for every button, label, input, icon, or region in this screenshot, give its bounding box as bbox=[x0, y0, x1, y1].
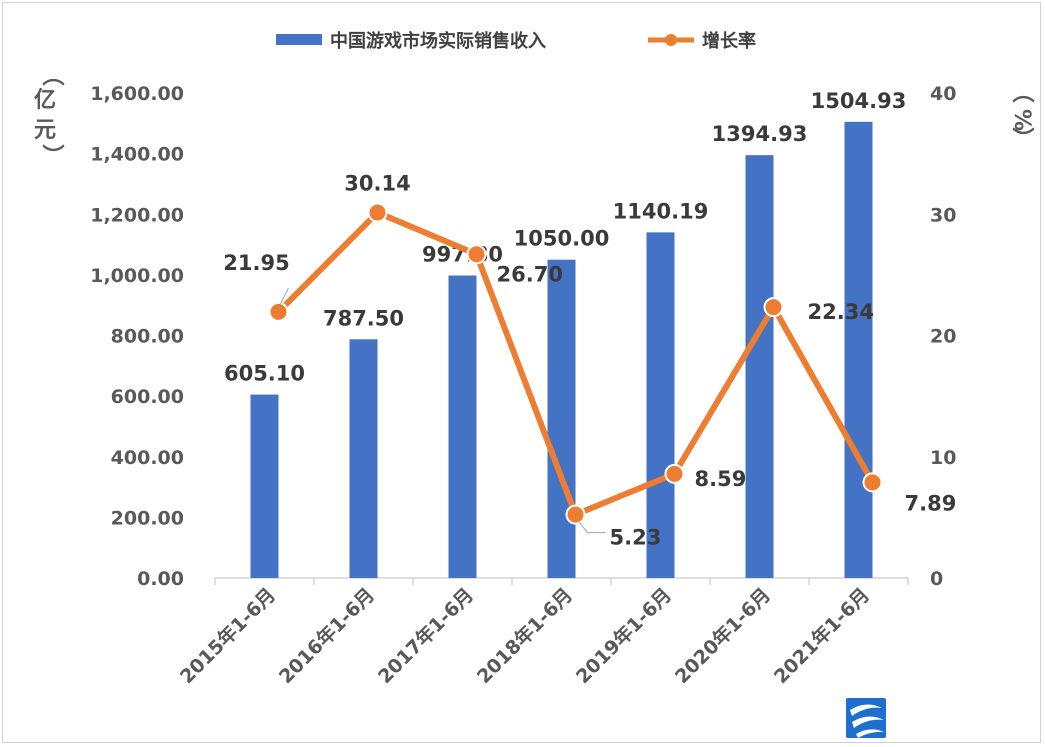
growth-rate-point bbox=[862, 472, 883, 493]
x-axis-category-label: 2016年1-6月 bbox=[274, 583, 379, 688]
bar-data-label: 1504.93 bbox=[811, 89, 907, 113]
data-label-leader-line bbox=[280, 287, 289, 305]
right-axis-tick-label: 10 bbox=[930, 447, 956, 469]
left-axis-tick-label: 400.00 bbox=[111, 447, 184, 469]
left-axis-tick-label: 200.00 bbox=[111, 507, 184, 529]
left-axis-title-char: 亿 bbox=[34, 88, 56, 113]
left-axis-tick-label: 600.00 bbox=[111, 386, 184, 408]
bar bbox=[547, 259, 576, 578]
plot-area: 0.00 200.00 400.00 600.00 800.00 1,000.00 1,20… bbox=[90, 83, 956, 688]
bar-data-label: 1050.00 bbox=[514, 227, 610, 251]
left-axis-title-char: 元 bbox=[34, 118, 56, 143]
left-axis-tick-label: 800.00 bbox=[111, 326, 184, 348]
bar bbox=[250, 394, 279, 578]
left-axis-title-char: （ bbox=[39, 64, 64, 86]
bar-data-label: 605.10 bbox=[224, 362, 305, 386]
right-axis-tick-label: 40 bbox=[930, 83, 956, 105]
x-axis-category-label: 2017年1-6月 bbox=[373, 583, 478, 688]
legend-line-marker bbox=[665, 34, 677, 46]
right-axis-title-char: ） bbox=[1009, 127, 1034, 149]
right-axis-title-char: （ bbox=[1009, 81, 1034, 103]
left-axis-tick-label: 1,400.00 bbox=[90, 144, 184, 166]
bar-data-label: 1394.93 bbox=[712, 122, 808, 146]
legend-bar-swatch bbox=[276, 34, 322, 45]
left-axis-tick-label: 0.00 bbox=[137, 568, 184, 590]
x-axis-category-label: 2021年1-6月 bbox=[769, 583, 874, 688]
bar bbox=[844, 121, 873, 579]
x-axis-category-label: 2015年1-6月 bbox=[175, 583, 280, 688]
growth-rate-data-label: 7.89 bbox=[905, 491, 957, 515]
logo-swoosh bbox=[856, 729, 884, 738]
growth-rate-data-label: 22.34 bbox=[808, 300, 874, 324]
left-axis-title-char: ） bbox=[39, 144, 64, 166]
right-axis-title-char: % bbox=[1009, 109, 1034, 131]
left-axis-title: （ 亿 元 ） bbox=[34, 64, 64, 166]
right-axis-title: （ % ） bbox=[1009, 81, 1034, 149]
right-axis-tick-label: 0 bbox=[930, 568, 943, 590]
bar bbox=[646, 232, 675, 578]
growth-rate-point bbox=[466, 244, 487, 265]
bar bbox=[349, 339, 378, 578]
growth-rate-point bbox=[664, 463, 685, 484]
legend-bar-label: 中国游戏市场实际销售收入 bbox=[330, 30, 546, 52]
logo-swoosh bbox=[850, 704, 882, 716]
right-axis-tick-label: 20 bbox=[930, 326, 956, 348]
growth-rate-data-label: 21.95 bbox=[223, 251, 289, 275]
legend: 中国游戏市场实际销售收入 增长率 bbox=[276, 30, 756, 52]
legend-line-label: 增长率 bbox=[702, 30, 756, 52]
growth-rate-point bbox=[763, 297, 784, 318]
left-axis-tick-label: 1,000.00 bbox=[90, 265, 184, 287]
x-axis-category-label: 2020年1-6月 bbox=[670, 583, 775, 688]
left-axis-tick-label: 1,200.00 bbox=[90, 204, 184, 226]
bar-data-label: 787.50 bbox=[323, 306, 404, 330]
left-axis-tick-label: 1,600.00 bbox=[90, 83, 184, 105]
x-axis-category-label: 2019年1-6月 bbox=[571, 583, 676, 688]
bar bbox=[448, 275, 477, 578]
growth-rate-point bbox=[268, 301, 289, 322]
growth-rate-data-label: 26.70 bbox=[497, 262, 563, 286]
x-axis-category-label: 2018年1-6月 bbox=[472, 583, 577, 688]
growth-rate-data-label: 8.59 bbox=[695, 467, 747, 491]
brand-logo bbox=[846, 698, 886, 738]
logo-swoosh bbox=[852, 716, 884, 728]
growth-rate-data-label: 5.23 bbox=[610, 526, 662, 550]
growth-rate-point bbox=[565, 504, 586, 525]
data-label-leader-line bbox=[579, 522, 606, 534]
right-axis-tick-label: 30 bbox=[930, 204, 956, 226]
growth-rate-point bbox=[367, 202, 388, 223]
bar-data-label: 1140.19 bbox=[613, 199, 709, 223]
growth-rate-data-label: 30.14 bbox=[344, 172, 410, 196]
bar bbox=[745, 155, 774, 578]
